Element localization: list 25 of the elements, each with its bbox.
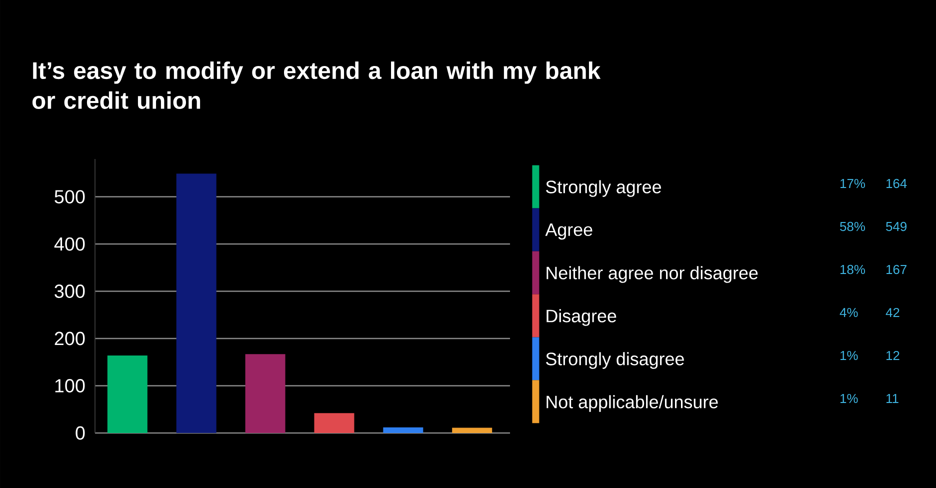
text: 1% [840,394,858,404]
y-tick-label: 0 [76,426,85,440]
text: 1% [840,350,858,360]
y-tick-label: 300 [54,284,85,298]
y-tick-label: 100 [55,379,85,392]
text: 58% [840,222,865,232]
text: 549 [886,222,907,232]
y-tick-label: 400 [54,237,85,251]
text: 167 [886,264,906,274]
legend-label: Agree [545,224,592,240]
text: 17% [840,178,865,188]
text: 42 [886,308,900,318]
legend-label: Not applicable/unsure [546,395,718,412]
legend-label: Strongly disagree [546,352,684,369]
text: 18% [840,264,865,274]
legend-label: Neither agree nor disagree [546,266,758,283]
text: 4% [840,308,858,318]
legend-label: Strongly agree [546,180,661,197]
legend-label: Disagree [546,309,616,326]
y-tick-label: 500 [54,190,85,204]
text: 12 [886,350,900,360]
chart-title: It’s easy to modify or extend a loan with my bank or credit union [32,62,601,109]
text: 11 [886,394,898,403]
text: 164 [886,178,907,188]
y-tick-label: 200 [54,332,85,346]
